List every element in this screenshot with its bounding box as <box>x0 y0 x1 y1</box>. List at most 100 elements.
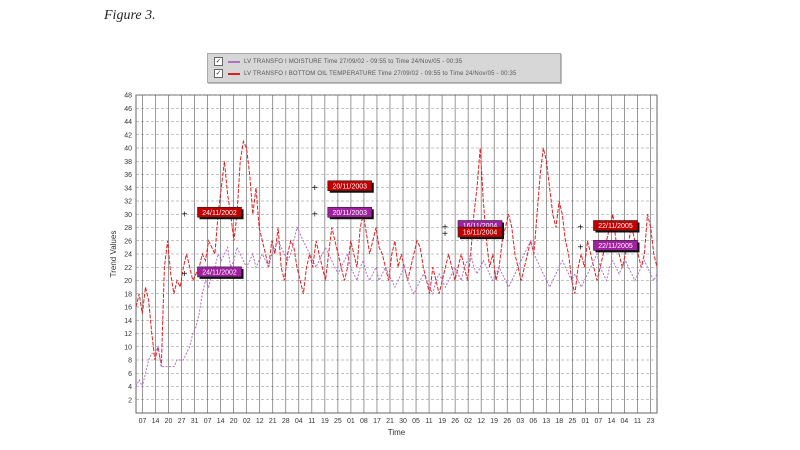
series-group <box>135 139 658 388</box>
y-tick-label: 6 <box>128 371 132 378</box>
x-tick-label: 11 <box>308 418 315 425</box>
legend-entry-moisture[interactable]: ✓ LV TRANSFO I MOISTURE Time 27/09/02 - … <box>214 56 462 67</box>
x-tick-label: 01 <box>581 418 589 425</box>
annotation-label: +20/11/2003 <box>312 206 374 220</box>
crosshair-marker: + <box>578 242 584 253</box>
y-tick-label: 40 <box>124 146 132 153</box>
y-tick-label: 10 <box>124 344 132 351</box>
y-tick-label: 42 <box>124 132 132 139</box>
crosshair-marker: + <box>312 183 318 194</box>
series-line-moisture <box>135 226 658 388</box>
y-tick-label: 24 <box>124 252 132 259</box>
x-tick-label: 21 <box>386 418 394 425</box>
figure-caption: Figure 3. <box>104 8 156 23</box>
annotation-text: 16/11/2004 <box>463 230 498 237</box>
x-tick-label: 06 <box>529 418 537 425</box>
annotation-label: +24/11/2002 <box>182 206 244 220</box>
x-tick-label: 19 <box>438 418 446 425</box>
x-tick-label: 20 <box>165 418 173 425</box>
x-axis-ticks: 07 14 20 27 31 07 14 20 02 12 21 28 04 11 19 25 01 08 17 21… <box>139 418 655 425</box>
x-tick-label: 20 <box>230 418 238 425</box>
x-tick-label: 11 <box>425 418 432 425</box>
y-tick-label: 12 <box>124 331 132 338</box>
x-tick-label: 31 <box>191 418 199 425</box>
annotations-group: +24/11/2002+ 24/11/2002+ 20/11/2003+ 20/11/… <box>182 180 640 280</box>
x-tick-label: 13 <box>542 418 550 425</box>
y-tick-label: 36 <box>124 172 132 179</box>
x-tick-label: 07 <box>204 418 212 425</box>
y-tick-label: 28 <box>124 225 132 232</box>
y-tick-label: 22 <box>124 265 132 272</box>
y-tick-label: 16 <box>124 305 132 312</box>
annotation-box <box>197 206 242 218</box>
y-tick-label: 14 <box>124 318 132 325</box>
annotation-box <box>457 226 503 238</box>
y-tick-label: 8 <box>128 358 132 365</box>
crosshair-marker: + <box>442 223 448 234</box>
crosshair-marker: + <box>312 209 318 220</box>
crosshair-marker: + <box>182 209 188 220</box>
series-line-oil-temperature <box>135 139 658 367</box>
y-tick-label: 44 <box>124 119 132 126</box>
x-tick-label: 14 <box>217 418 225 425</box>
annotation-text: 20/11/2003 <box>333 183 368 190</box>
x-tick-label: 12 <box>477 418 485 425</box>
legend-label-oil-temperature: LV TRANSFO I BOTTOM OIL TEMPERATURE Time… <box>244 70 517 77</box>
x-tick-label: 02 <box>464 418 472 425</box>
y-tick-label: 20 <box>124 278 132 285</box>
annotation-text: 20/11/2003 <box>333 210 368 217</box>
annotation-box <box>593 240 638 251</box>
x-tick-label: 19 <box>490 418 498 425</box>
x-tick-label: 30 <box>399 418 407 425</box>
y-tick-label: 2 <box>128 397 132 404</box>
y-tick-label: 46 <box>124 106 132 113</box>
annotation-text: 22/11/2005 <box>598 243 633 250</box>
x-tick-label: 04 <box>295 418 303 425</box>
x-tick-label: 28 <box>282 418 290 425</box>
x-tick-label: 11 <box>634 418 641 425</box>
x-tick-label: 14 <box>608 418 616 425</box>
crosshair-marker: + <box>442 229 448 240</box>
x-tick-label: 04 <box>621 418 629 425</box>
y-tick-label: 26 <box>124 238 132 245</box>
y-tick-label: 34 <box>124 185 132 192</box>
y-tick-label: 18 <box>124 291 132 298</box>
x-tick-label: 02 <box>243 418 251 425</box>
chart-legend: ✓ LV TRANSFO I MOISTURE Time 27/09/02 - … <box>207 53 561 83</box>
x-tick-label: 07 <box>139 418 147 425</box>
legend-entry-oil-temperature[interactable]: ✓ LV TRANSFO I BOTTOM OIL TEMPERATURE Ti… <box>214 68 517 79</box>
x-tick-label: 25 <box>334 418 342 425</box>
x-tick-label: 26 <box>503 418 511 425</box>
y-tick-label: 30 <box>124 212 132 219</box>
annotation-box <box>593 220 638 231</box>
x-tick-label: 12 <box>256 418 264 425</box>
x-tick-label: 14 <box>152 418 160 425</box>
x-tick-label: 26 <box>451 418 459 425</box>
crosshair-marker: + <box>182 269 188 280</box>
x-tick-label: 21 <box>269 418 277 425</box>
grid-lines <box>136 94 657 413</box>
y-axis-ticks: 2468101214161820222426283032343638404244… <box>124 93 132 405</box>
x-tick-label: 25 <box>568 418 576 425</box>
x-tick-label: 17 <box>373 418 381 425</box>
annotation-text: 24/11/2002 <box>202 210 237 217</box>
annotation-label: +22/11/2005 <box>578 240 640 253</box>
x-tick-label: 18 <box>555 418 563 425</box>
legend-checkbox-oil-temperature[interactable]: ✓ <box>214 69 223 78</box>
annotation-box <box>197 266 242 278</box>
legend-label-moisture: LV TRANSFO I MOISTURE Time 27/09/02 - 09… <box>244 58 463 65</box>
legend-checkbox-moisture[interactable]: ✓ <box>214 57 223 66</box>
x-axis-title: Time <box>388 428 406 437</box>
x-tick-label: 08 <box>360 418 368 425</box>
x-tick-label: 19 <box>321 418 329 425</box>
annotation-box <box>327 206 373 218</box>
legend-swatch-oil-temperature <box>228 72 240 75</box>
x-tick-label: 01 <box>347 418 355 425</box>
x-tick-label: 03 <box>516 418 524 425</box>
x-tick-label: 23 <box>647 418 655 425</box>
crosshair-marker: + <box>578 223 584 234</box>
annotation-label: +20/11/2003 <box>312 180 374 194</box>
annotation-label: +16/11/2004 <box>442 226 505 240</box>
annotation-text: 24/11/2002 <box>202 269 237 276</box>
legend-swatch-moisture <box>228 60 240 63</box>
